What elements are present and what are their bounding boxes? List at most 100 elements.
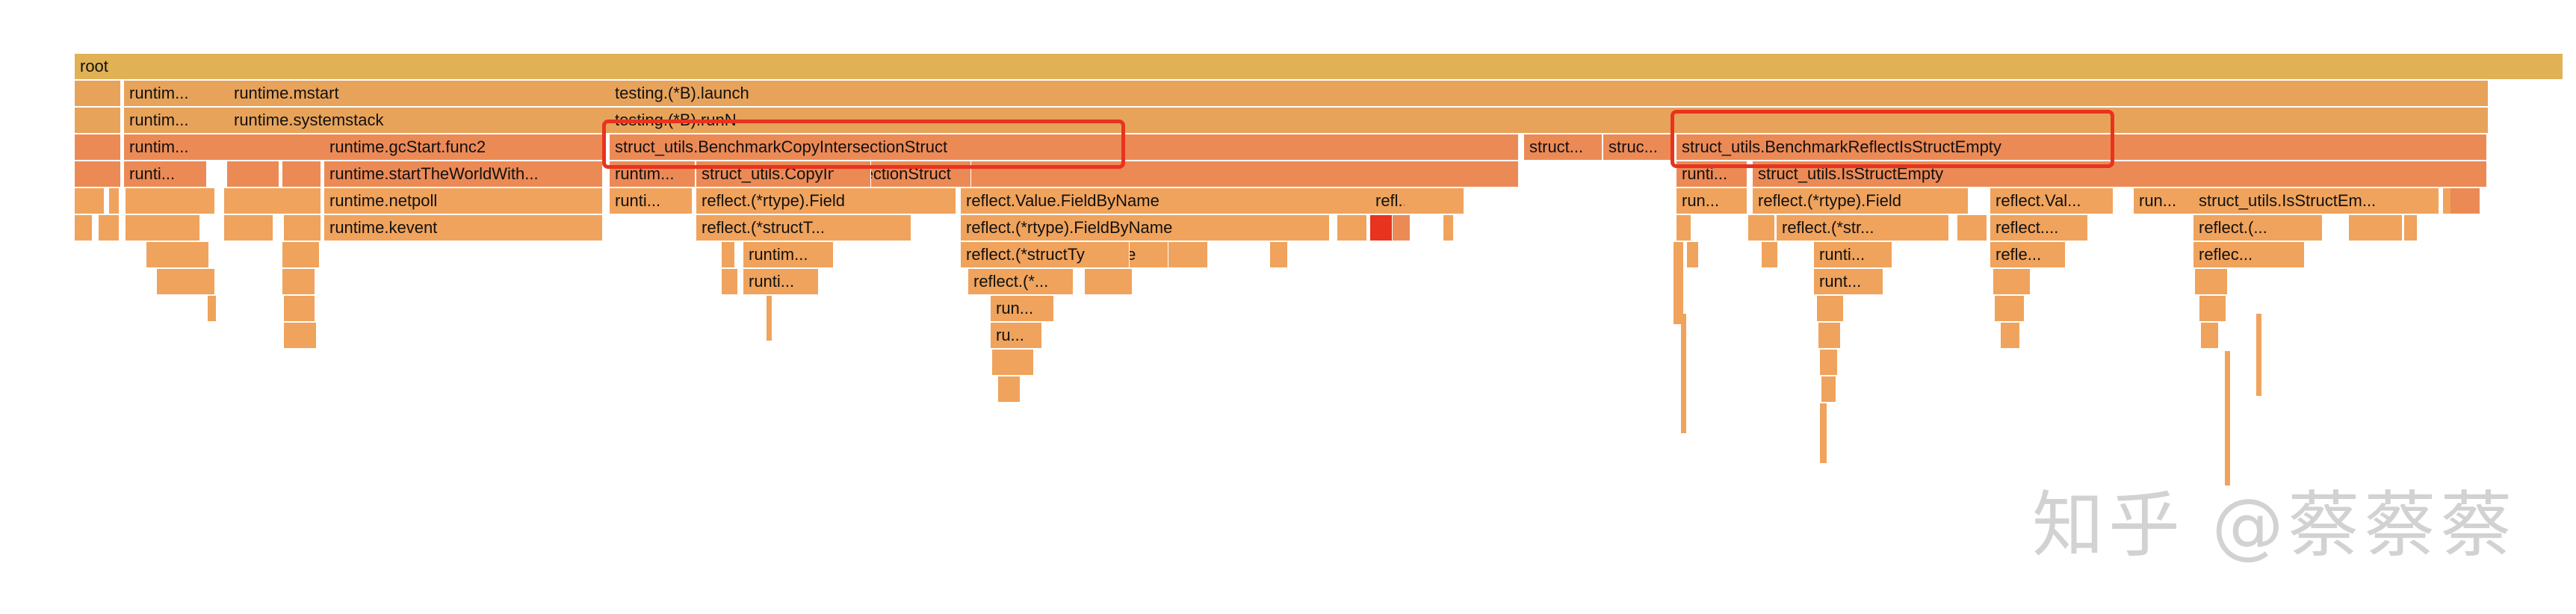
frame-41[interactable]: reflect.(*...: [968, 269, 1073, 294]
frame-43[interactable]: run...: [991, 296, 1053, 321]
frame-unlabelled-37[interactable]: [1443, 215, 1454, 241]
frame-9[interactable]: struct_utils.BenchmarkCopyIntersectionSt…: [610, 134, 1518, 160]
frame-unlabelled-41[interactable]: [2404, 215, 2418, 241]
frame-13[interactable]: runti...: [124, 161, 206, 187]
frame-unlabelled-23[interactable]: [913, 188, 956, 214]
frame-29[interactable]: runtime.kevent: [324, 215, 602, 241]
frame-unlabelled-4[interactable]: [227, 161, 279, 187]
frame-unlabelled-30[interactable]: [1085, 242, 1130, 267]
frame-40[interactable]: runti...: [743, 269, 818, 294]
frame-unlabelled-21[interactable]: [208, 296, 217, 321]
frame-17[interactable]: runti...: [1676, 161, 1747, 187]
frame-unlabelled-25[interactable]: [874, 215, 911, 241]
frame-unlabelled-2[interactable]: [75, 134, 121, 160]
frame-unlabelled-34[interactable]: [1136, 242, 1168, 267]
frame-16[interactable]: struct_utils.CopyIntersectionStruct: [696, 161, 1518, 187]
frame-unlabelled-38[interactable]: [1748, 215, 1775, 241]
frame-unlabelled-16[interactable]: [157, 269, 215, 294]
frame-unlabelled-0[interactable]: [75, 81, 121, 106]
frame-unlabelled-18[interactable]: [282, 269, 315, 294]
frame-14[interactable]: runtime.startTheWorldWith...: [324, 161, 602, 187]
frame-unlabelled-14[interactable]: [284, 215, 321, 241]
frame-31[interactable]: reflect.(*rtype).FieldByName: [961, 215, 1284, 241]
frame-unlabelled-45[interactable]: [1687, 242, 1699, 267]
frame-unlabelled-53[interactable]: [1817, 296, 1844, 321]
frame-unlabelled-40[interactable]: [2349, 215, 2403, 241]
frame-12[interactable]: struct_utils.BenchmarkReflectIsStructEmp…: [1676, 134, 2486, 160]
frame-unlabelled-50[interactable]: [2195, 269, 2228, 294]
frame-25[interactable]: reflect.(*rtype).Field: [1753, 188, 1968, 214]
frame-unlabelled-9[interactable]: [224, 188, 321, 214]
frame-unlabelled-47[interactable]: [1993, 269, 2031, 294]
frame-11[interactable]: struc...: [1603, 134, 1674, 160]
frame-unlabelled-3[interactable]: [75, 161, 121, 187]
frame-unlabelled-39[interactable]: [1957, 215, 1987, 241]
frame-unlabelled-28[interactable]: [1370, 215, 1393, 241]
frame-30[interactable]: reflect.(*structT...: [696, 215, 882, 241]
frame-unlabelled-6[interactable]: [75, 188, 105, 214]
frame-24[interactable]: run...: [1676, 188, 1747, 214]
frame-unlabelled-44[interactable]: [1676, 215, 1691, 241]
frame-unlabelled-49[interactable]: [2001, 323, 2020, 348]
frame-unlabelled-33[interactable]: [722, 269, 738, 294]
frame-unlabelled-17[interactable]: [282, 242, 320, 267]
frame-unlabelled-61[interactable]: [1820, 403, 1827, 463]
frame-unlabelled-27[interactable]: [1337, 215, 1367, 241]
frame-unlabelled-64[interactable]: [767, 296, 773, 341]
frame-10[interactable]: struct...: [1524, 134, 1602, 160]
frame-unlabelled-12[interactable]: [126, 215, 200, 241]
frame-unlabelled-56[interactable]: [1821, 376, 1836, 402]
frame-7[interactable]: runtim...: [124, 134, 336, 160]
frame-unlabelled-54[interactable]: [1818, 323, 1841, 348]
frame-26[interactable]: reflect.Val...: [1990, 188, 2113, 214]
frame-unlabelled-11[interactable]: [99, 215, 120, 241]
frame-unlabelled-1[interactable]: [75, 108, 121, 133]
frame-unlabelled-7[interactable]: [109, 188, 120, 214]
frame-unlabelled-24[interactable]: [956, 161, 971, 187]
frame-unlabelled-10[interactable]: [75, 215, 93, 241]
frame-unlabelled-22[interactable]: [834, 161, 871, 187]
frame-22[interactable]: reflect.Value.FieldByName: [961, 188, 1370, 214]
frame-36[interactable]: reflect.(*structType).Fiel...: [961, 242, 1207, 267]
frame-unlabelled-8[interactable]: [126, 188, 215, 214]
frame-unlabelled-19[interactable]: [284, 296, 315, 321]
frame-unlabelled-58[interactable]: [998, 376, 1021, 402]
frame-unlabelled-46[interactable]: [1762, 242, 1778, 267]
frame-39[interactable]: reflec...: [2193, 242, 2304, 267]
frame-unlabelled-15[interactable]: [146, 242, 209, 267]
frame-6[interactable]: testing.(*B).runN: [610, 108, 2488, 133]
frame-42[interactable]: runt...: [1814, 269, 1883, 294]
frame-unlabelled-26[interactable]: [1278, 215, 1330, 241]
frame-unlabelled-59[interactable]: [1674, 242, 1684, 324]
frame-unlabelled-63[interactable]: [2256, 314, 2262, 396]
frame-32[interactable]: reflect.(*str...: [1777, 215, 1948, 241]
frame-5[interactable]: runtime.systemstack: [229, 108, 614, 133]
frame-unlabelled-51[interactable]: [2199, 296, 2226, 321]
frame-35[interactable]: runtim...: [743, 242, 833, 267]
frame-44[interactable]: ru...: [991, 323, 1041, 348]
frame-33[interactable]: reflect....: [1990, 215, 2087, 241]
frame-unlabelled-32[interactable]: [722, 242, 735, 267]
frame-37[interactable]: runti...: [1814, 242, 1892, 267]
frame-28[interactable]: struct_utils.IsStructEm...: [2193, 188, 2439, 214]
frame-unlabelled-20[interactable]: [284, 323, 317, 348]
frame-unlabelled-57[interactable]: [992, 350, 1034, 375]
frame-unlabelled-62[interactable]: [2225, 351, 2231, 486]
frame-unlabelled-31[interactable]: [1085, 269, 1133, 294]
frame-38[interactable]: refle...: [1990, 242, 2065, 267]
frame-unlabelled-52[interactable]: [2201, 323, 2219, 348]
frame-unlabelled-36[interactable]: [1405, 188, 1464, 214]
frame-8[interactable]: runtime.gcStart.func2: [324, 134, 602, 160]
frame-unlabelled-55[interactable]: [1820, 350, 1838, 375]
frame-unlabelled-35[interactable]: [1270, 242, 1288, 267]
frame-18[interactable]: struct_utils.IsStructEmpty: [1753, 161, 2486, 187]
frame-unlabelled-5[interactable]: [282, 161, 321, 187]
frame-unlabelled-13[interactable]: [224, 215, 273, 241]
frame-2[interactable]: runtime.mstart: [229, 81, 614, 106]
frame-15[interactable]: runtim...: [610, 161, 695, 187]
frame-unlabelled-60[interactable]: [1681, 314, 1687, 433]
frame-34[interactable]: reflect.(...: [2193, 215, 2322, 241]
frame-20[interactable]: runti...: [610, 188, 692, 214]
frame-19[interactable]: runtime.netpoll: [324, 188, 602, 214]
frame-3[interactable]: testing.(*B).launch: [610, 81, 2488, 106]
